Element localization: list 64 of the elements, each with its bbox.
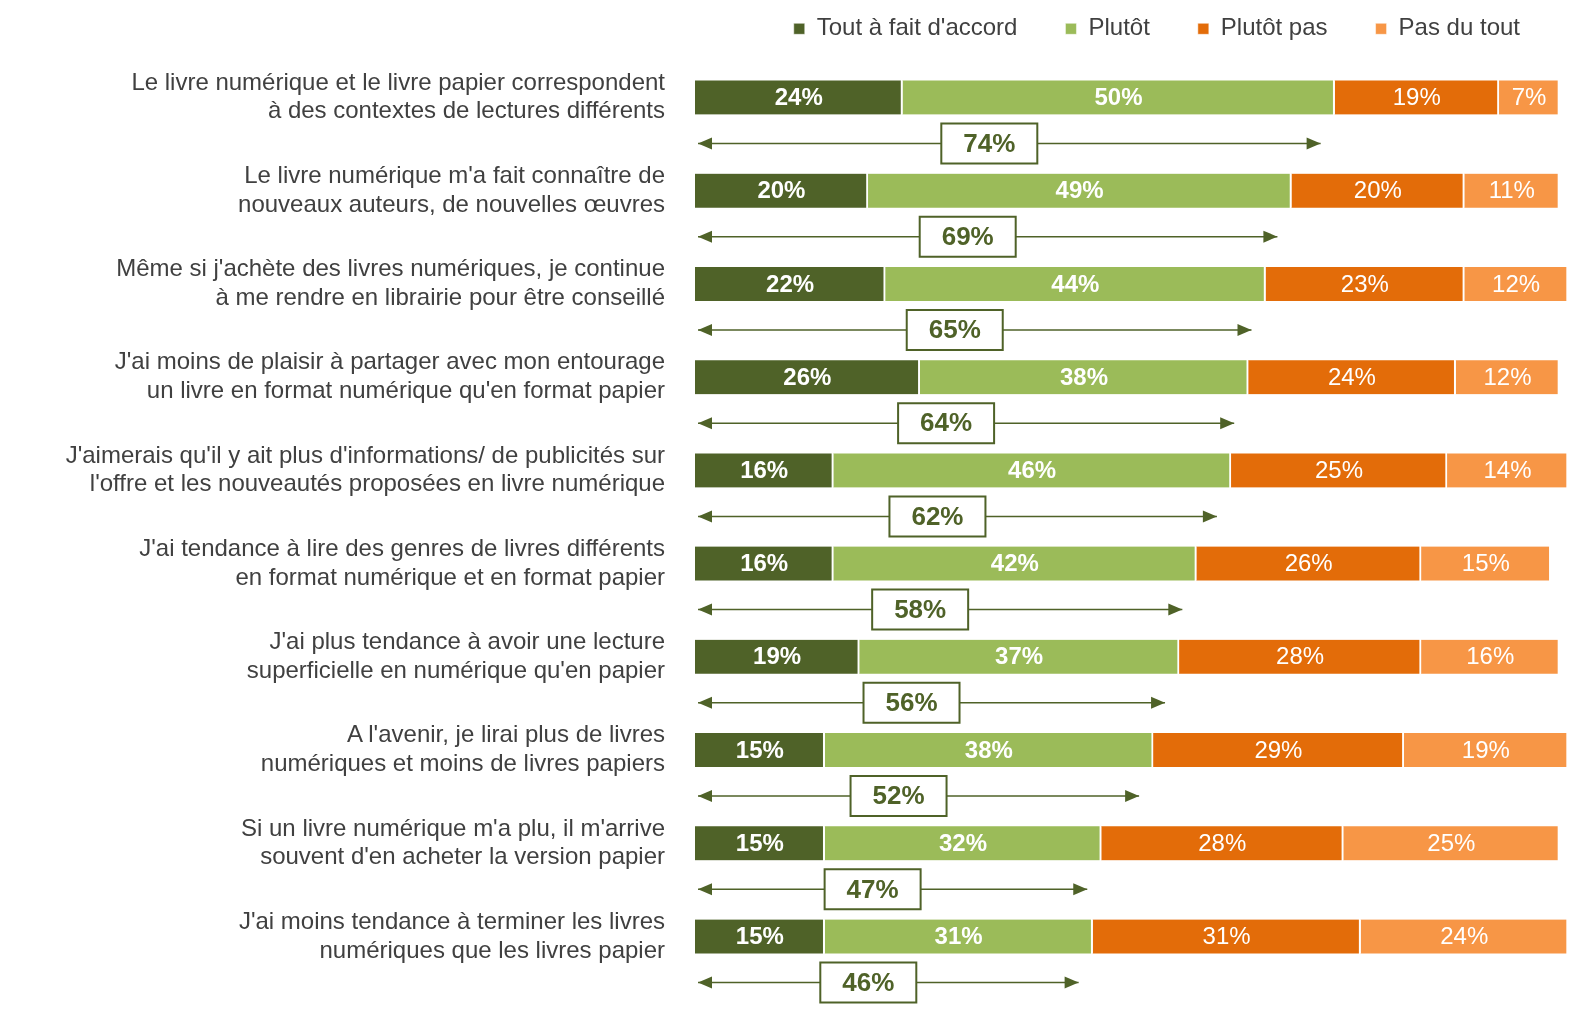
data-label: 28% — [1276, 642, 1325, 670]
legend-label: Plutôt pas — [1220, 13, 1368, 41]
legend-label: Tout à fait d'accord — [816, 13, 1058, 41]
data-label: 20% — [1353, 176, 1402, 204]
data-label: 19% — [1392, 83, 1441, 111]
data-label: 37% — [995, 642, 1044, 670]
data-label: 44% — [1051, 269, 1100, 297]
data-label: 15% — [735, 735, 784, 763]
data-label: 32% — [938, 828, 987, 856]
data-label: 12% — [1492, 269, 1541, 297]
annotation: 64% — [920, 407, 973, 438]
y-tick-label: J'ai tendance à lire des genres de livres différents en format numérique et en format papier — [139, 533, 666, 590]
annotation: 65% — [928, 314, 981, 345]
annotation: 58% — [894, 593, 947, 624]
data-label: 38% — [1059, 362, 1108, 390]
data-label: 28% — [1198, 828, 1247, 856]
data-label: 38% — [964, 735, 1013, 763]
data-label: 31% — [1202, 922, 1251, 950]
data-label: 26% — [1284, 549, 1333, 577]
data-label: 15% — [1461, 549, 1510, 577]
annotation: 52% — [872, 780, 925, 811]
y-tick-label: J'ai moins de plaisir à partager avec mon entourage un livre en format numérique qu'en format papier — [114, 347, 665, 404]
data-label: 42% — [990, 549, 1039, 577]
annotation: 74% — [963, 127, 1016, 158]
data-label: 49% — [1055, 176, 1104, 204]
data-label: 16% — [740, 549, 789, 577]
y-tick-label: J'ai moins tendance à terminer les livres numériques que les livres papier — [238, 906, 666, 963]
y-tick-label: Le livre numérique et le livre papier correspondent à des contextes de lectures différents — [131, 67, 666, 124]
data-label: 12% — [1483, 362, 1532, 390]
data-label: 29% — [1254, 735, 1303, 763]
legend-label: Plutôt — [1088, 13, 1190, 41]
data-label: 19% — [1461, 735, 1510, 763]
data-label: 16% — [1466, 642, 1515, 670]
data-label: 24% — [1327, 362, 1376, 390]
data-label: 7% — [1511, 83, 1547, 111]
data-label: 11% — [1488, 176, 1535, 204]
annotation: 56% — [885, 687, 938, 718]
annotation: 69% — [941, 220, 994, 251]
data-label: 24% — [1440, 922, 1489, 950]
data-label: 31% — [934, 922, 983, 950]
data-label: 25% — [1314, 456, 1363, 484]
y-tick-label: J'aimerais qu'il y ait plus d'informations/ de publicités sur l'offre et les nouveautés proposées en livre numérique — [65, 440, 666, 497]
data-label: 19% — [753, 642, 802, 670]
y-tick-label: Même si j'achète des livres numériques, je continue à me rendre en librairie pour être conseillé — [116, 254, 665, 310]
data-label: 14% — [1483, 456, 1532, 484]
data-label: 50% — [1094, 83, 1143, 111]
annotation: 46% — [842, 966, 895, 997]
y-tick-label: A l'avenir, je lirai plus de livres numériques et moins de livres papiers — [260, 720, 665, 777]
data-label: 24% — [774, 83, 823, 111]
data-label: 15% — [735, 828, 784, 856]
y-tick-label: Le livre numérique m'a fait connaître de nouveaux auteurs, de nouvelles œuvres — [238, 160, 665, 217]
data-label: 16% — [740, 456, 789, 484]
data-label: 15% — [735, 922, 784, 950]
data-label: 20% — [757, 176, 806, 204]
annotation: 47% — [846, 873, 899, 904]
data-label: 22% — [766, 269, 815, 297]
legend-label: Pas du tout — [1398, 13, 1561, 41]
data-label: 26% — [783, 362, 832, 390]
data-label: 46% — [1008, 456, 1057, 484]
data-label: 25% — [1427, 828, 1476, 856]
data-label: 23% — [1340, 269, 1389, 297]
y-tick-label: J'ai plus tendance à avoir une lecture superficielle en numérique qu'en papier — [246, 627, 665, 683]
annotation: 62% — [911, 500, 964, 531]
y-tick-label: Si un livre numérique m'a plu, il m'arrive souvent d'en acheter la version papier — [241, 813, 665, 870]
